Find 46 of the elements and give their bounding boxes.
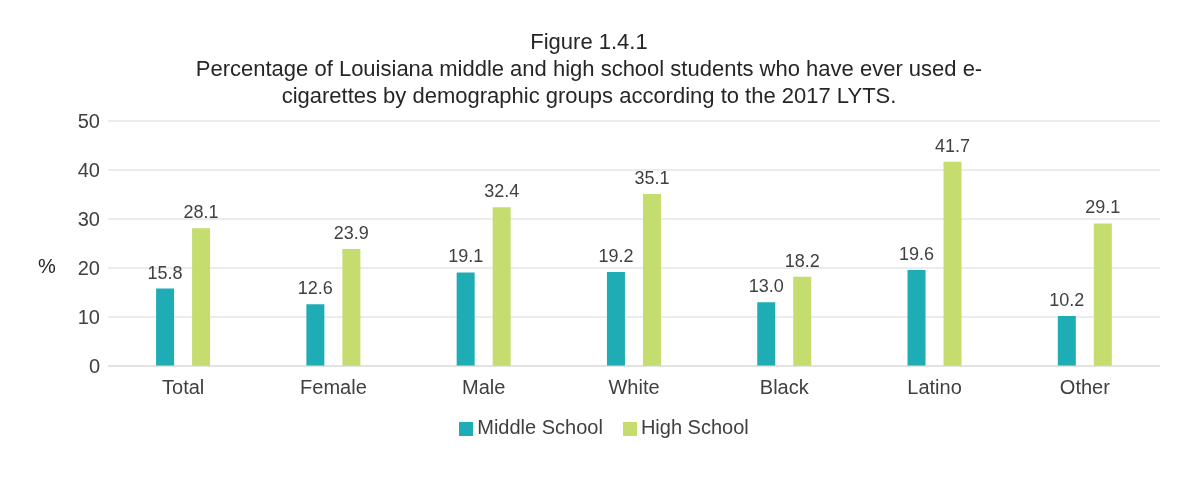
chart-subtitle: Percentage of Louisiana middle and high school students who have ever used e-cigarettes by demographic groups according to the 2017 LYTS. bbox=[194, 55, 984, 109]
bar bbox=[793, 276, 812, 366]
bar bbox=[757, 302, 776, 366]
data-label: 35.1 bbox=[634, 168, 670, 189]
x-tick-label: Total bbox=[162, 376, 205, 399]
bar bbox=[342, 248, 361, 366]
data-label: 32.4 bbox=[484, 181, 520, 202]
data-label: 10.2 bbox=[1049, 290, 1085, 311]
bar bbox=[943, 161, 962, 366]
y-tick-label: 40 bbox=[77, 159, 100, 182]
data-label: 28.1 bbox=[183, 202, 219, 223]
y-tick-label: 50 bbox=[77, 110, 100, 133]
data-label: 23.9 bbox=[333, 222, 369, 243]
data-label: 12.6 bbox=[297, 278, 333, 299]
legend-label: Middle School bbox=[477, 416, 603, 438]
bar bbox=[642, 194, 661, 366]
bar bbox=[156, 288, 175, 366]
y-tick-label: 10 bbox=[77, 306, 100, 329]
bar bbox=[1057, 316, 1076, 366]
data-label: 18.2 bbox=[784, 250, 820, 271]
y-tick-label: 0 bbox=[88, 355, 100, 378]
x-tick-label: Latino bbox=[907, 376, 962, 399]
bar bbox=[306, 304, 325, 366]
data-label: 41.7 bbox=[935, 135, 971, 156]
data-label: 19.2 bbox=[598, 245, 634, 266]
x-tick-label: Black bbox=[759, 376, 810, 399]
x-tick-label: White bbox=[608, 376, 660, 399]
data-label: 29.1 bbox=[1085, 197, 1121, 218]
x-tick-label: Male bbox=[462, 376, 506, 399]
x-tick-label: Other bbox=[1059, 376, 1111, 399]
bar bbox=[606, 271, 625, 366]
data-label: 19.1 bbox=[448, 246, 484, 267]
legend-label: High School bbox=[640, 416, 749, 438]
bar bbox=[1093, 223, 1112, 366]
y-tick-label: 30 bbox=[77, 208, 100, 231]
data-label: 13.0 bbox=[748, 276, 784, 297]
bar bbox=[907, 269, 926, 366]
bar bbox=[456, 272, 475, 366]
data-label: 15.8 bbox=[147, 262, 183, 283]
x-tick-label: Female bbox=[300, 376, 367, 399]
y-axis-title: % bbox=[38, 255, 56, 278]
y-tick-label: 20 bbox=[77, 257, 100, 280]
bar bbox=[192, 228, 211, 366]
bar bbox=[492, 207, 511, 366]
data-label: 19.6 bbox=[899, 243, 935, 264]
chart-title: Figure 1.4.1 bbox=[529, 28, 649, 55]
